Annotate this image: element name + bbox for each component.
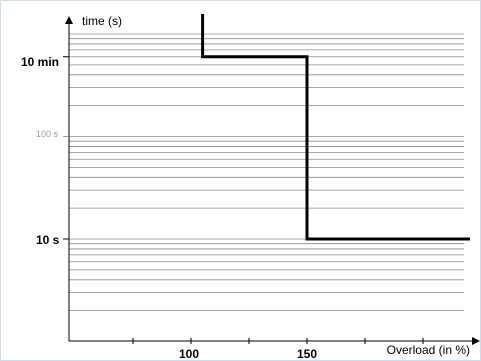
tripping-curve	[201, 14, 470, 241]
x-axis-label: Overload (in %)	[387, 343, 470, 357]
x-tick-label-150: 150	[297, 347, 317, 361]
axes	[65, 16, 480, 345]
y-axis-arrow	[65, 16, 73, 24]
y-tick-label-10min: 10 min	[21, 55, 59, 69]
y-tick-label-100s: 100 s	[36, 129, 59, 139]
grid-lines	[69, 33, 464, 312]
y-tick-label-10s: 10 s	[36, 233, 60, 247]
y-axis-label: time (s)	[82, 14, 122, 28]
x-tick-label-100: 100	[179, 347, 199, 361]
axis-ticks	[63, 56, 424, 344]
x-axis-arrow	[472, 337, 480, 345]
curve-layer	[201, 14, 470, 241]
axis-labels: time (s) Overload (in %) 10 min 100 s 10…	[21, 14, 470, 361]
